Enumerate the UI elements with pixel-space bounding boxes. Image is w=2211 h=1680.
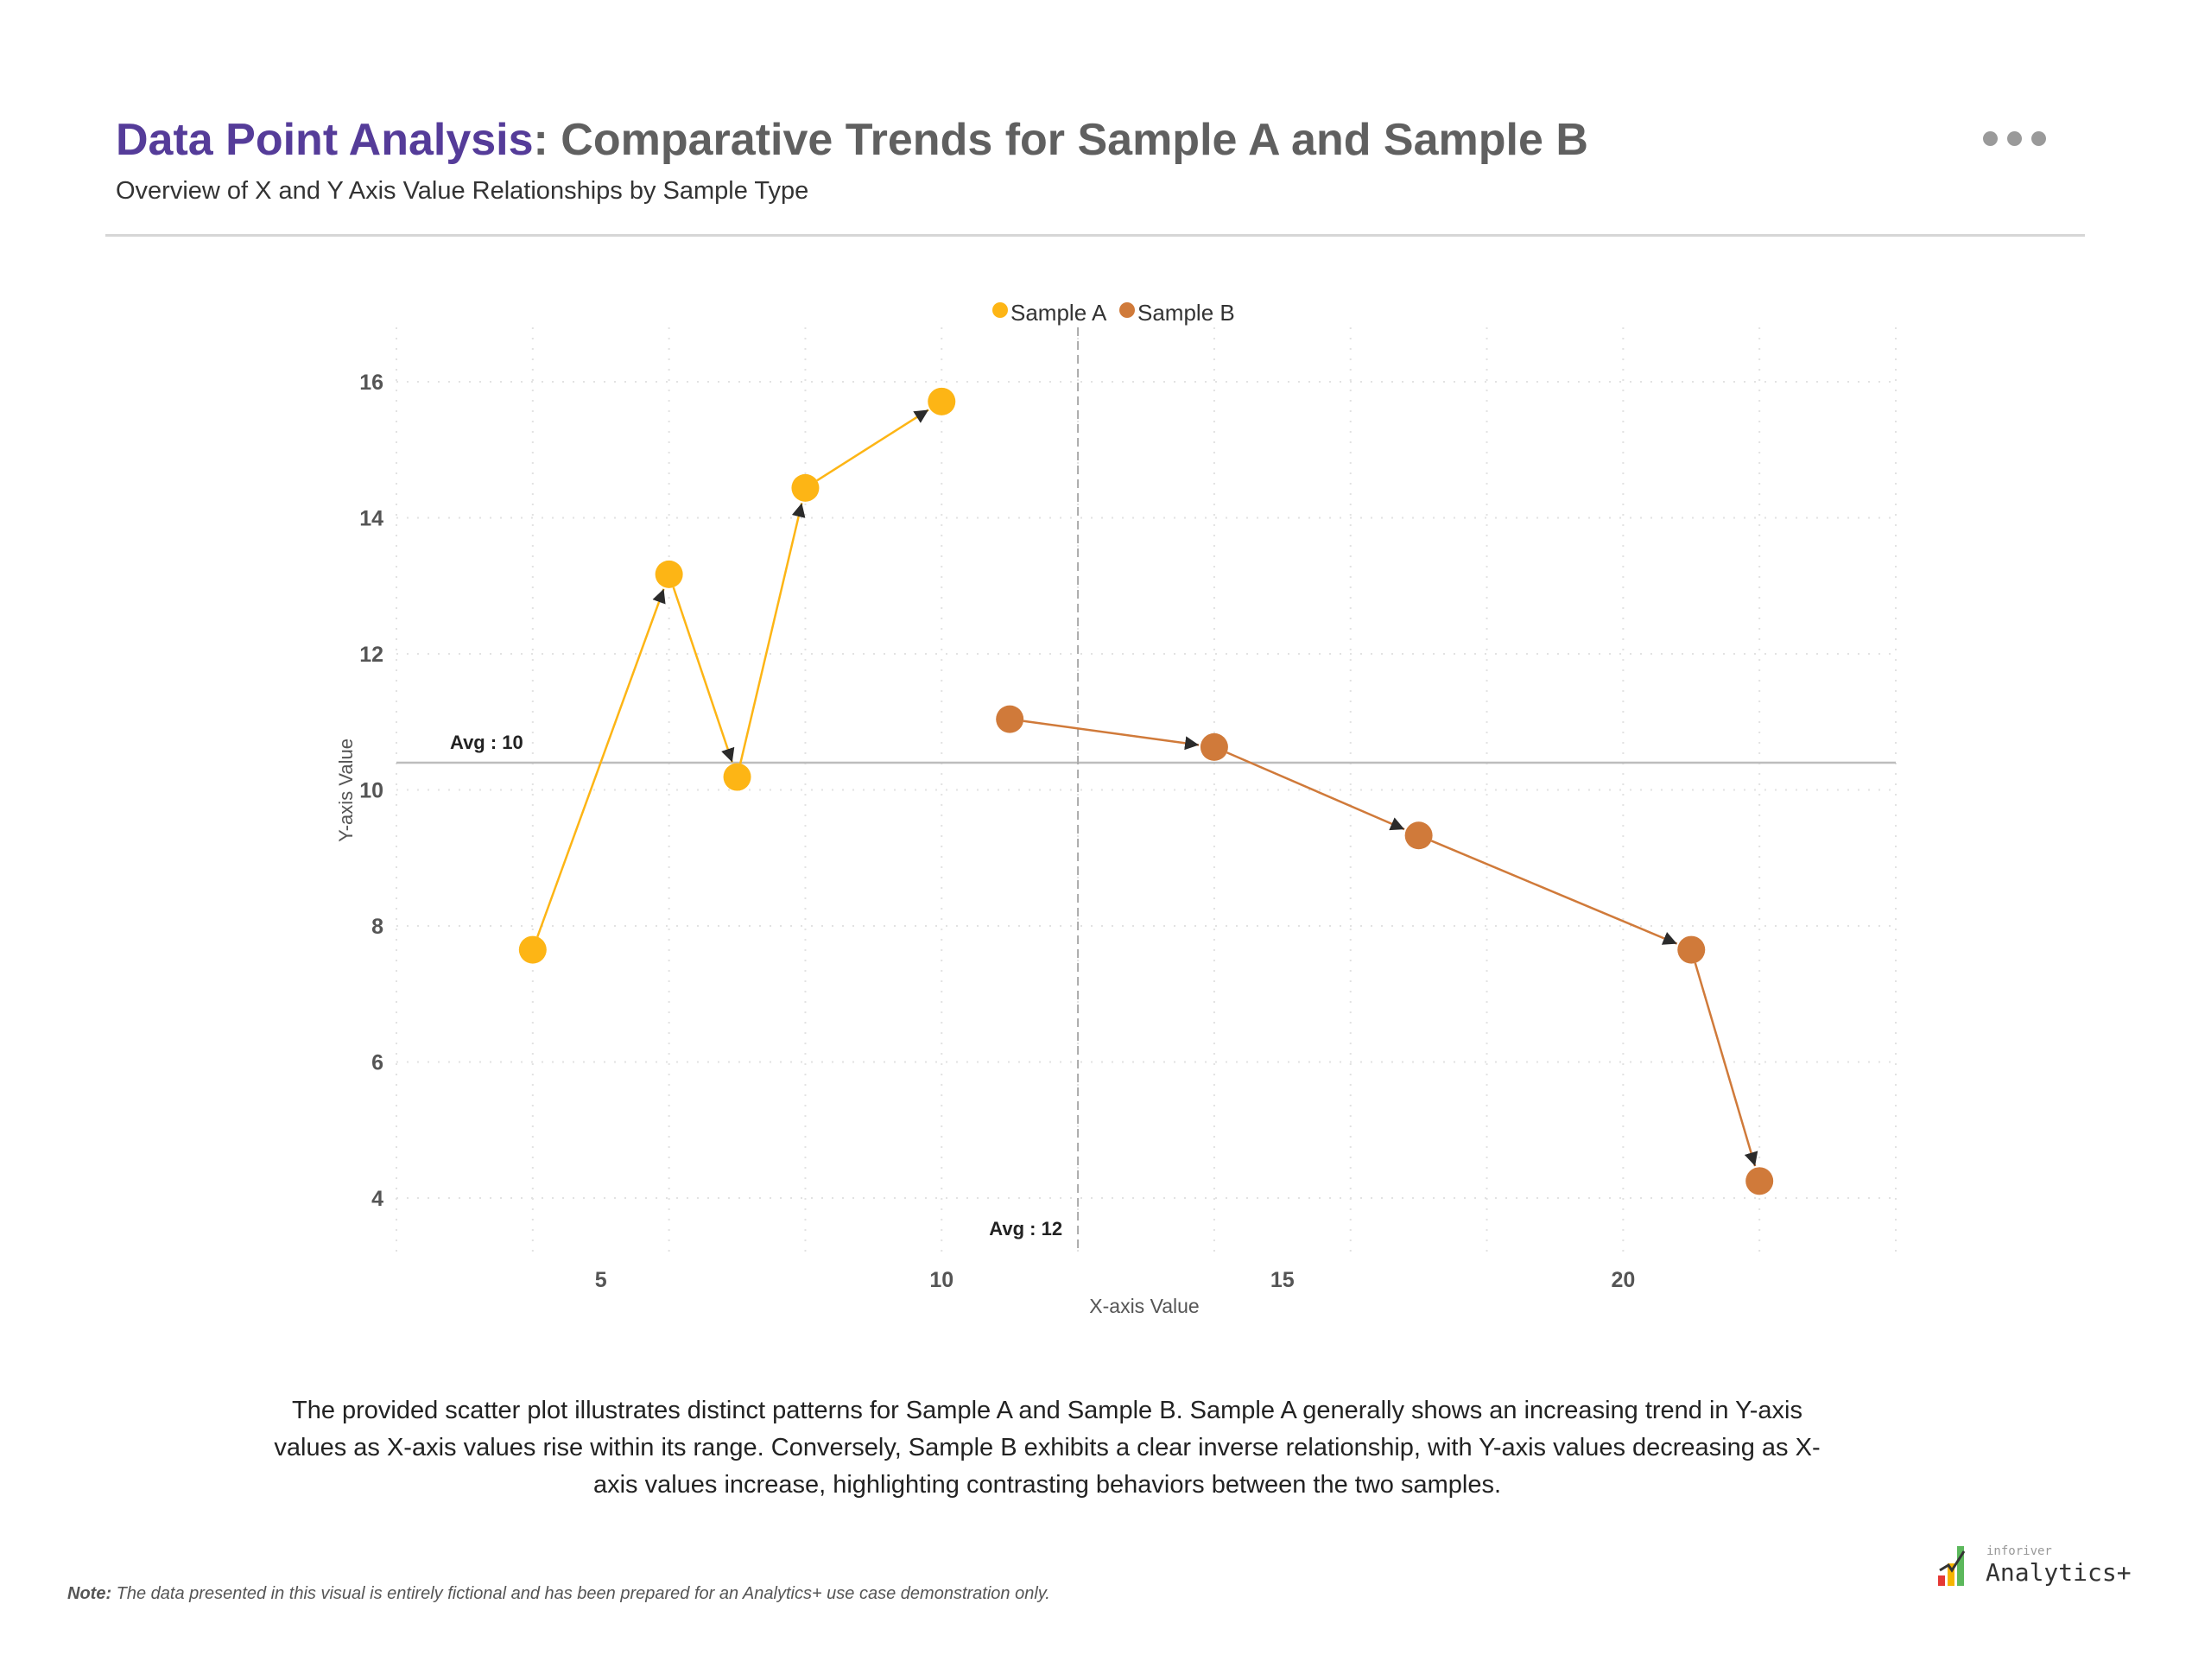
page-subtitle: Overview of X and Y Axis Value Relations… [116, 177, 809, 205]
connector-arrow [1023, 720, 1200, 751]
header-divider [105, 234, 2085, 237]
data-point-sample-b [1745, 1167, 1774, 1195]
y-tick-label: 8 [371, 915, 383, 939]
logo-big-text: Analytics+ [1986, 1558, 2132, 1587]
data-point-sample-b [996, 705, 1024, 733]
more-options-button[interactable] [1983, 131, 2046, 146]
x-tick-label: 10 [929, 1268, 953, 1292]
data-point-sample-b [1200, 732, 1228, 761]
x-tick-label: 15 [1270, 1268, 1295, 1292]
legend-marker-sample-b [1119, 302, 1135, 318]
data-point-sample-a [928, 387, 956, 415]
y-tick-label: 14 [359, 507, 383, 531]
average-label-x: Avg : 12 [989, 1218, 1062, 1239]
ellipsis-icon [1983, 131, 1998, 146]
legend-label: Sample A [1010, 300, 1107, 326]
logo-bars-icon [1938, 1546, 1966, 1586]
connector-arrow [672, 586, 735, 763]
legend-label: Sample B [1137, 300, 1235, 326]
x-tick-label: 5 [595, 1268, 607, 1292]
y-tick-label: 16 [359, 371, 383, 395]
analytics-plus-logo: inforiver Analytics+ [1938, 1544, 2132, 1589]
connector-arrow [1226, 751, 1405, 831]
y-tick-label: 12 [359, 643, 383, 667]
logo-small-text: inforiver [1986, 1544, 2052, 1558]
title-accent: Data Point Analysis [116, 115, 534, 165]
data-point-sample-a [518, 935, 547, 964]
data-point-sample-a [791, 473, 820, 502]
note-label: Note: [67, 1584, 112, 1603]
y-axis-label: Y-axis Value [335, 739, 357, 842]
title-rest: : Comparative Trends for Sample A and Sa… [533, 115, 1588, 165]
connector-arrow [1430, 840, 1678, 945]
x-tick-label: 20 [1611, 1268, 1635, 1292]
legend-marker-sample-a [992, 302, 1008, 318]
connector-arrow [1694, 962, 1758, 1167]
y-tick-label: 6 [371, 1051, 383, 1075]
ellipsis-icon [2007, 131, 2022, 146]
data-point-sample-b [1677, 935, 1706, 964]
data-point-sample-a [655, 560, 683, 588]
connector-arrow [739, 503, 806, 764]
y-tick-label: 4 [371, 1187, 383, 1211]
average-label-y: Avg : 10 [450, 732, 523, 753]
ellipsis-icon [2031, 131, 2046, 146]
data-point-sample-b [1404, 821, 1433, 850]
chart-description: The provided scatter plot illustrates di… [274, 1397, 1821, 1499]
footer-note: Note: The data presented in this visual … [67, 1584, 1050, 1604]
x-axis-label: X-axis Value [1089, 1295, 1199, 1317]
data-point-sample-a [723, 763, 751, 791]
connector-arrow [816, 409, 929, 482]
connector-arrow [536, 588, 666, 937]
note-text: The data presented in this visual is ent… [111, 1584, 1050, 1603]
page-title: Data Point Analysis: Comparative Trends … [116, 114, 1588, 166]
y-tick-label: 10 [359, 779, 383, 803]
